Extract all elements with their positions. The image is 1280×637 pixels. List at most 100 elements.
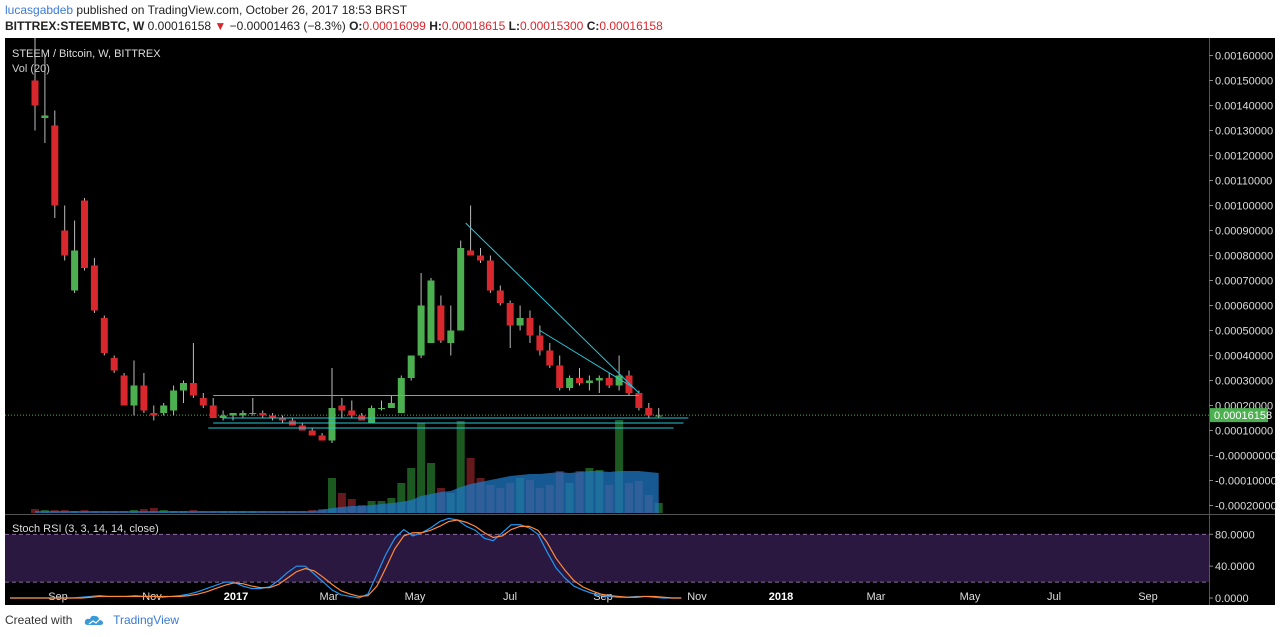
candle: [31, 80, 39, 106]
candle: [110, 358, 118, 371]
candle: [556, 365, 564, 388]
candle: [536, 335, 544, 351]
candle: [576, 378, 583, 383]
candle: [100, 318, 108, 353]
candle: [417, 305, 425, 356]
last-price: 0.00016158: [147, 19, 212, 33]
high-label: H:: [429, 19, 442, 33]
candle: [467, 250, 475, 256]
stoch-band: [5, 534, 1209, 583]
price-tick-label: 0.00010000: [1215, 426, 1273, 438]
candle: [348, 410, 356, 416]
volume-bar: [337, 493, 346, 513]
candle: [160, 405, 168, 413]
footer: Created with TradingView: [5, 613, 179, 627]
candle: [566, 378, 574, 388]
volume-bar: [456, 421, 465, 513]
time-tick-label: Jul: [1047, 591, 1061, 603]
candle: [625, 375, 633, 393]
stoch-tick-label: 80.0000: [1215, 529, 1255, 541]
price-tick-label: 0.00060000: [1215, 301, 1273, 313]
candle: [51, 125, 59, 206]
volume-bar: [328, 478, 336, 513]
price-tick-label: 0.00030000: [1215, 376, 1273, 388]
volume-bar: [615, 420, 624, 513]
candle: [229, 413, 237, 416]
candle: [645, 408, 653, 416]
time-tick-label: Sep: [593, 591, 613, 603]
candle: [61, 230, 69, 256]
time-tick-label: May: [960, 591, 981, 603]
candle: [259, 413, 267, 416]
time-tick-label: Nov: [687, 591, 707, 603]
time-tick-label: 2018: [769, 591, 793, 603]
candle: [170, 390, 178, 411]
price-tick-label: 0.00120000: [1215, 151, 1273, 163]
stoch-d-line: [10, 519, 682, 599]
candle: [615, 375, 623, 386]
candle: [496, 290, 504, 303]
volume-bar: [149, 508, 158, 513]
last-price-label: 0.00016158: [1214, 410, 1272, 422]
price-tick-label: 0.00070000: [1215, 276, 1273, 288]
volume-ma-area: [35, 471, 659, 513]
time-tick-label: Mar: [867, 591, 886, 603]
stoch-tick-label: 40.0000: [1215, 561, 1255, 573]
open-value: 0.00016099: [362, 19, 426, 33]
candle: [585, 380, 593, 383]
tradingview-link[interactable]: TradingView: [113, 613, 180, 627]
down-arrow-icon: ▼: [214, 19, 227, 33]
candle: [506, 303, 514, 326]
symbol-label: BITTREX:STEEMBTC, W: [5, 19, 145, 33]
candle: [130, 385, 138, 406]
candle: [269, 415, 277, 418]
candle: [209, 405, 217, 418]
price-tick-label: 0.00130000: [1215, 126, 1273, 138]
candle: [635, 393, 643, 408]
candle: [140, 385, 148, 411]
time-tick-label: Sep: [48, 591, 68, 603]
candle: [189, 383, 197, 396]
candle: [71, 250, 79, 291]
price-tick-label: 0.00100000: [1215, 201, 1273, 213]
candle: [199, 398, 207, 406]
volume-indicator-label: Vol (20): [12, 63, 50, 75]
candle: [378, 408, 385, 409]
low-label: L:: [508, 19, 520, 33]
publish-header: lucasgabdeb published on TradingView.com…: [5, 3, 407, 17]
stoch-rsi-title: Stoch RSI (3, 3, 14, 14, close): [12, 523, 159, 535]
candle: [219, 415, 227, 418]
stoch-tick-label: 0.0000: [1215, 593, 1249, 605]
candle: [328, 408, 336, 441]
close-label: C:: [586, 19, 600, 33]
candle: [457, 248, 465, 331]
candle: [447, 330, 455, 343]
trendline: [465, 222, 640, 394]
candle: [526, 318, 534, 336]
candle: [368, 408, 376, 423]
price-tick-label: 0.00160000: [1215, 51, 1273, 63]
candle: [546, 350, 554, 366]
candle: [655, 415, 663, 417]
close-value: 0.00016158: [599, 19, 663, 33]
time-tick-label: May: [405, 591, 426, 603]
ohlc-header: BITTREX:STEEMBTC, W 0.00016158 ▼ −0.0000…: [5, 19, 663, 33]
open-label: O:: [349, 19, 363, 33]
candle: [427, 280, 435, 343]
candle: [477, 255, 484, 261]
chart-title: STEEM / Bitcoin, W, BITTREX: [12, 48, 161, 60]
price-tick-label: 0.00140000: [1215, 101, 1273, 113]
author-link[interactable]: lucasgabdeb: [5, 3, 74, 17]
candle: [120, 375, 128, 406]
time-tick-label: Mar: [320, 591, 339, 603]
candle: [90, 265, 98, 311]
time-tick-label: 2017: [224, 591, 248, 603]
volume-bar: [417, 423, 426, 513]
candle: [595, 378, 603, 381]
candle: [318, 435, 326, 441]
candle: [180, 383, 187, 391]
time-tick-label: Sep: [1138, 591, 1158, 603]
created-with-text: Created with: [5, 613, 73, 627]
price-tick-label: -0.00020000: [1215, 501, 1277, 513]
